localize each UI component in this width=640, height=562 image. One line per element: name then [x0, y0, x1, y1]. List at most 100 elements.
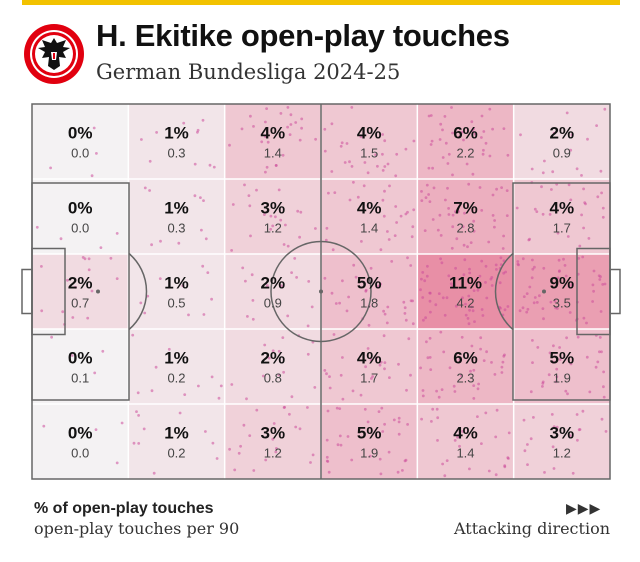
touch-dot — [425, 274, 429, 278]
touch-dot — [325, 372, 328, 376]
touch-dot — [280, 284, 283, 288]
touch-dot — [602, 385, 605, 389]
touch-dot — [200, 228, 203, 232]
touch-dot — [352, 180, 355, 184]
touch-dot — [325, 438, 329, 442]
touch-dot — [159, 239, 162, 243]
touch-dot — [286, 314, 290, 318]
touch-dot — [602, 370, 605, 374]
touch-dot — [284, 223, 287, 227]
touch-dot — [210, 375, 214, 379]
touch-dot — [271, 349, 275, 353]
touch-dot — [556, 307, 559, 310]
touch-dot — [397, 432, 401, 436]
touch-dot — [531, 258, 534, 262]
touch-dot — [569, 198, 573, 202]
touch-dot — [464, 302, 467, 306]
touch-dot — [499, 256, 503, 260]
touch-dot — [592, 289, 595, 293]
touch-dot — [541, 385, 544, 388]
touch-dot — [379, 248, 383, 252]
touch-dot — [376, 164, 379, 168]
cell-per90-r2-c1: 0.5 — [167, 296, 185, 311]
touch-dot — [339, 443, 343, 447]
touch-dot — [250, 273, 254, 277]
touch-dot — [330, 122, 334, 126]
touch-dot — [49, 166, 52, 170]
touch-dot — [457, 210, 460, 213]
touch-dot — [563, 264, 567, 267]
touch-dot — [482, 130, 486, 133]
left-penalty-spot — [96, 289, 100, 294]
touch-dot — [405, 388, 408, 392]
touch-dots — [35, 106, 608, 478]
touch-dot — [503, 308, 507, 312]
cell-per90-r1-c1: 0.3 — [167, 221, 185, 236]
touch-dot — [519, 133, 522, 137]
touch-dot — [435, 407, 439, 411]
touch-dot — [271, 437, 275, 441]
touch-dot — [439, 330, 443, 334]
heat-cell-r1-c1 — [128, 179, 225, 254]
touch-dot — [265, 107, 268, 110]
touch-dot — [395, 152, 399, 156]
touch-dot — [196, 130, 199, 134]
touch-dot — [295, 276, 298, 279]
touch-dot — [501, 247, 505, 250]
touch-dot — [377, 410, 381, 413]
touch-dot — [347, 295, 350, 299]
touch-dot — [426, 264, 429, 268]
touch-dot — [402, 300, 406, 304]
touch-dot — [266, 284, 269, 287]
touch-dot — [403, 306, 407, 310]
heat-cell-r4-c2 — [224, 404, 321, 479]
touch-dot — [542, 266, 546, 270]
touch-dot — [366, 171, 370, 175]
touch-dot — [245, 397, 248, 401]
touch-dot — [556, 276, 560, 280]
touch-dot — [490, 284, 494, 287]
cell-percent-r4-c2: 3% — [261, 424, 286, 443]
touch-dot — [449, 282, 453, 286]
touch-dot — [212, 165, 216, 169]
touch-dot — [211, 441, 215, 445]
touch-dot — [428, 299, 432, 303]
touch-dot — [379, 282, 382, 286]
touch-dot — [480, 308, 484, 311]
touch-dot — [50, 335, 53, 339]
touch-dot — [264, 170, 267, 174]
touch-dot — [578, 244, 582, 248]
touch-dot — [444, 198, 447, 202]
touch-dot — [350, 106, 354, 109]
touch-dot — [526, 463, 529, 466]
touch-dot — [306, 324, 310, 328]
cell-per90-r4-c5: 1.2 — [553, 446, 571, 461]
touch-dot — [570, 283, 574, 286]
touch-dot — [454, 304, 458, 308]
touch-dot — [461, 296, 464, 300]
touch-dot — [314, 227, 317, 230]
touch-dot — [427, 114, 431, 118]
touch-dot — [525, 292, 529, 295]
touch-dot — [469, 369, 472, 373]
touch-dot — [507, 457, 510, 460]
touch-dot — [143, 311, 147, 315]
touch-dot — [450, 106, 453, 109]
touch-dot — [451, 284, 455, 288]
touch-dot — [507, 431, 511, 435]
cell-percent-r2-c4: 11% — [449, 274, 482, 293]
cell-percent-r3-c2: 2% — [261, 349, 286, 368]
touch-dot — [575, 167, 579, 171]
touch-dot — [443, 115, 447, 118]
cell-per90-r1-c3: 1.4 — [360, 221, 378, 236]
touch-dot — [485, 296, 489, 300]
touch-dot — [441, 462, 444, 466]
touch-dot — [288, 412, 291, 416]
touch-dot — [460, 130, 464, 134]
touch-dot — [420, 199, 424, 203]
touch-dot — [555, 375, 559, 379]
touch-dot — [472, 219, 476, 223]
touch-dot — [484, 281, 487, 284]
touch-dot — [533, 296, 537, 299]
touch-dot — [274, 215, 277, 219]
